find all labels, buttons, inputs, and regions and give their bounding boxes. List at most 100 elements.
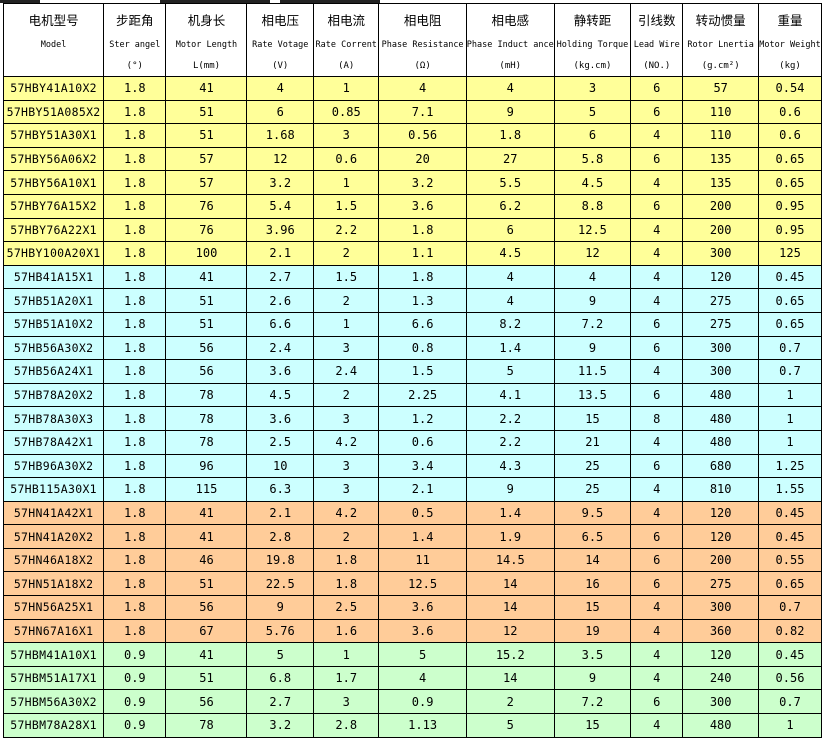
cell-model: 57HBM78A28X1 xyxy=(2,713,105,738)
cell-motor-length: 78 xyxy=(165,382,248,408)
header-lead-wires-unit: (NO.) xyxy=(630,56,684,77)
cell-holding-torque: 9 xyxy=(553,335,632,361)
cell-rated-current: 2.8 xyxy=(312,713,380,738)
cell-motor-length: 41 xyxy=(165,264,248,290)
cell-step-angle: 1.8 xyxy=(103,500,167,526)
cell-phase-inductance: 14 xyxy=(465,665,555,691)
cell-motor-weight: 0.55 xyxy=(758,547,822,573)
header-rated-current-cn: 相电流 xyxy=(312,3,380,34)
table-row: 57HBM51A17X1 0.9 51 6.8 1.7 4 14 9 4 240 0.56 xyxy=(2,665,822,691)
cell-motor-weight: 0.65 xyxy=(758,288,822,313)
cell-model: 57HN51A18X2 xyxy=(2,571,105,597)
cell-step-angle: 1.8 xyxy=(103,524,167,549)
cell-rotor-inertia: 300 xyxy=(682,359,759,384)
cell-model: 57HB78A42X1 xyxy=(2,429,105,455)
cell-lead-wires: 4 xyxy=(630,123,684,148)
cell-phase-resistance: 1.8 xyxy=(378,264,467,290)
cell-step-angle: 1.8 xyxy=(103,123,167,148)
header-rotor-inertia-unit: (g.cm²) xyxy=(682,56,759,77)
cell-lead-wires: 4 xyxy=(630,500,684,526)
table-row: 57HN67A16X1 1.8 67 5.76 1.6 3.6 12 19 4 360 0.82 xyxy=(2,618,822,644)
cell-phase-inductance: 9 xyxy=(465,99,555,125)
cell-step-angle: 1.8 xyxy=(103,76,167,101)
cell-rated-current: 1.7 xyxy=(312,665,380,691)
cell-motor-length: 78 xyxy=(165,713,248,738)
cell-motor-length: 41 xyxy=(165,642,248,667)
cell-motor-length: 78 xyxy=(165,406,248,431)
cell-holding-torque: 6.5 xyxy=(553,524,632,549)
cell-phase-inductance: 9 xyxy=(465,477,555,502)
cell-rotor-inertia: 680 xyxy=(682,453,759,479)
cell-phase-inductance: 27 xyxy=(465,146,555,172)
cell-motor-weight: 1 xyxy=(758,382,822,408)
header-step-angle-cn: 步距角 xyxy=(103,3,167,34)
cell-rotor-inertia: 120 xyxy=(682,642,759,667)
table-row: 57HN41A42X1 1.8 41 2.1 4.2 0.5 1.4 9.5 4 120 0.45 xyxy=(2,500,822,526)
table-row: 57HB56A30X2 1.8 56 2.4 3 0.8 1.4 9 6 300 0.7 xyxy=(2,335,822,361)
cell-rated-voltage: 3.2 xyxy=(246,170,314,195)
cell-model: 57HB78A20X2 xyxy=(2,382,105,408)
cell-phase-inductance: 4 xyxy=(465,76,555,101)
cell-model: 57HBY51A30X1 xyxy=(2,123,105,148)
cell-rated-voltage: 2.5 xyxy=(246,429,314,455)
cell-motor-length: 41 xyxy=(165,524,248,549)
cell-lead-wires: 4 xyxy=(630,665,684,691)
cell-motor-length: 96 xyxy=(165,453,248,479)
cell-step-angle: 1.8 xyxy=(103,359,167,384)
header-model-en: Model xyxy=(2,34,105,56)
cell-rotor-inertia: 240 xyxy=(682,665,759,691)
cell-rated-current: 1.6 xyxy=(312,618,380,644)
cell-motor-weight: 0.95 xyxy=(758,217,822,243)
cell-rated-voltage: 4 xyxy=(246,76,314,101)
cell-rated-voltage: 3.6 xyxy=(246,406,314,431)
header-phase-inductance-unit: (mH) xyxy=(465,56,555,77)
cell-motor-length: 57 xyxy=(165,146,248,172)
cell-phase-resistance: 11 xyxy=(378,547,467,573)
cell-phase-resistance: 0.6 xyxy=(378,429,467,455)
table-row: 57HB78A30X3 1.8 78 3.6 3 1.2 2.2 15 8 480 1 xyxy=(2,406,822,431)
cell-model: 57HBY51A085X2 xyxy=(2,99,105,125)
cell-model: 57HBY100A20X1 xyxy=(2,241,105,266)
cell-model: 57HBM56A30X2 xyxy=(2,689,105,715)
cell-rated-voltage: 3.96 xyxy=(246,217,314,243)
cell-motor-length: 41 xyxy=(165,76,248,101)
cell-rated-current: 2.2 xyxy=(312,217,380,243)
header-step-angle-unit: (°) xyxy=(103,56,167,77)
cell-holding-torque: 25 xyxy=(553,477,632,502)
cell-phase-inductance: 2.2 xyxy=(465,406,555,431)
cell-phase-inductance: 4.5 xyxy=(465,241,555,266)
cell-motor-length: 67 xyxy=(165,618,248,644)
cell-rated-voltage: 3.6 xyxy=(246,359,314,384)
cell-phase-resistance: 0.5 xyxy=(378,500,467,526)
cell-rotor-inertia: 480 xyxy=(682,713,759,738)
table-row: 57HN51A18X2 1.8 51 22.5 1.8 12.5 14 16 6 275 0.65 xyxy=(2,571,822,597)
cell-rated-voltage: 6.3 xyxy=(246,477,314,502)
cell-phase-resistance: 7.1 xyxy=(378,99,467,125)
cell-rated-voltage: 4.5 xyxy=(246,382,314,408)
header-phase-resistance-en: Phase Resistance xyxy=(378,34,467,56)
cell-rated-current: 1.5 xyxy=(312,193,380,219)
cell-lead-wires: 6 xyxy=(630,335,684,361)
cell-model: 57HN41A20X2 xyxy=(2,524,105,549)
cell-rotor-inertia: 200 xyxy=(682,193,759,219)
header-holding-torque-unit: (kg.cm) xyxy=(553,56,632,77)
header-lead-wires-en: Lead Wire xyxy=(630,34,684,56)
cell-motor-length: 51 xyxy=(165,311,248,337)
cell-model: 57HBY76A22X1 xyxy=(2,217,105,243)
cell-lead-wires: 4 xyxy=(630,429,684,455)
cell-phase-inductance: 4.1 xyxy=(465,382,555,408)
cell-rated-current: 3 xyxy=(312,123,380,148)
cell-phase-inductance: 4.3 xyxy=(465,453,555,479)
table-row: 57HB51A20X1 1.8 51 2.6 2 1.3 4 9 4 275 0.65 xyxy=(2,288,822,313)
header-motor-weight-en: Motor Weight xyxy=(758,34,822,56)
header-motor-length-unit: L(mm) xyxy=(165,56,248,77)
cell-phase-resistance: 12.5 xyxy=(378,571,467,597)
header-motor-weight-unit: (kg) xyxy=(758,56,822,77)
cell-rated-current: 2.5 xyxy=(312,595,380,620)
cell-phase-resistance: 3.6 xyxy=(378,595,467,620)
cell-lead-wires: 4 xyxy=(630,595,684,620)
table-row: 57HBY51A30X1 1.8 51 1.68 3 0.56 1.8 6 4 110 0.6 xyxy=(2,123,822,148)
cell-motor-weight: 1 xyxy=(758,429,822,455)
cell-rated-current: 2 xyxy=(312,241,380,266)
cell-motor-weight: 0.65 xyxy=(758,571,822,597)
